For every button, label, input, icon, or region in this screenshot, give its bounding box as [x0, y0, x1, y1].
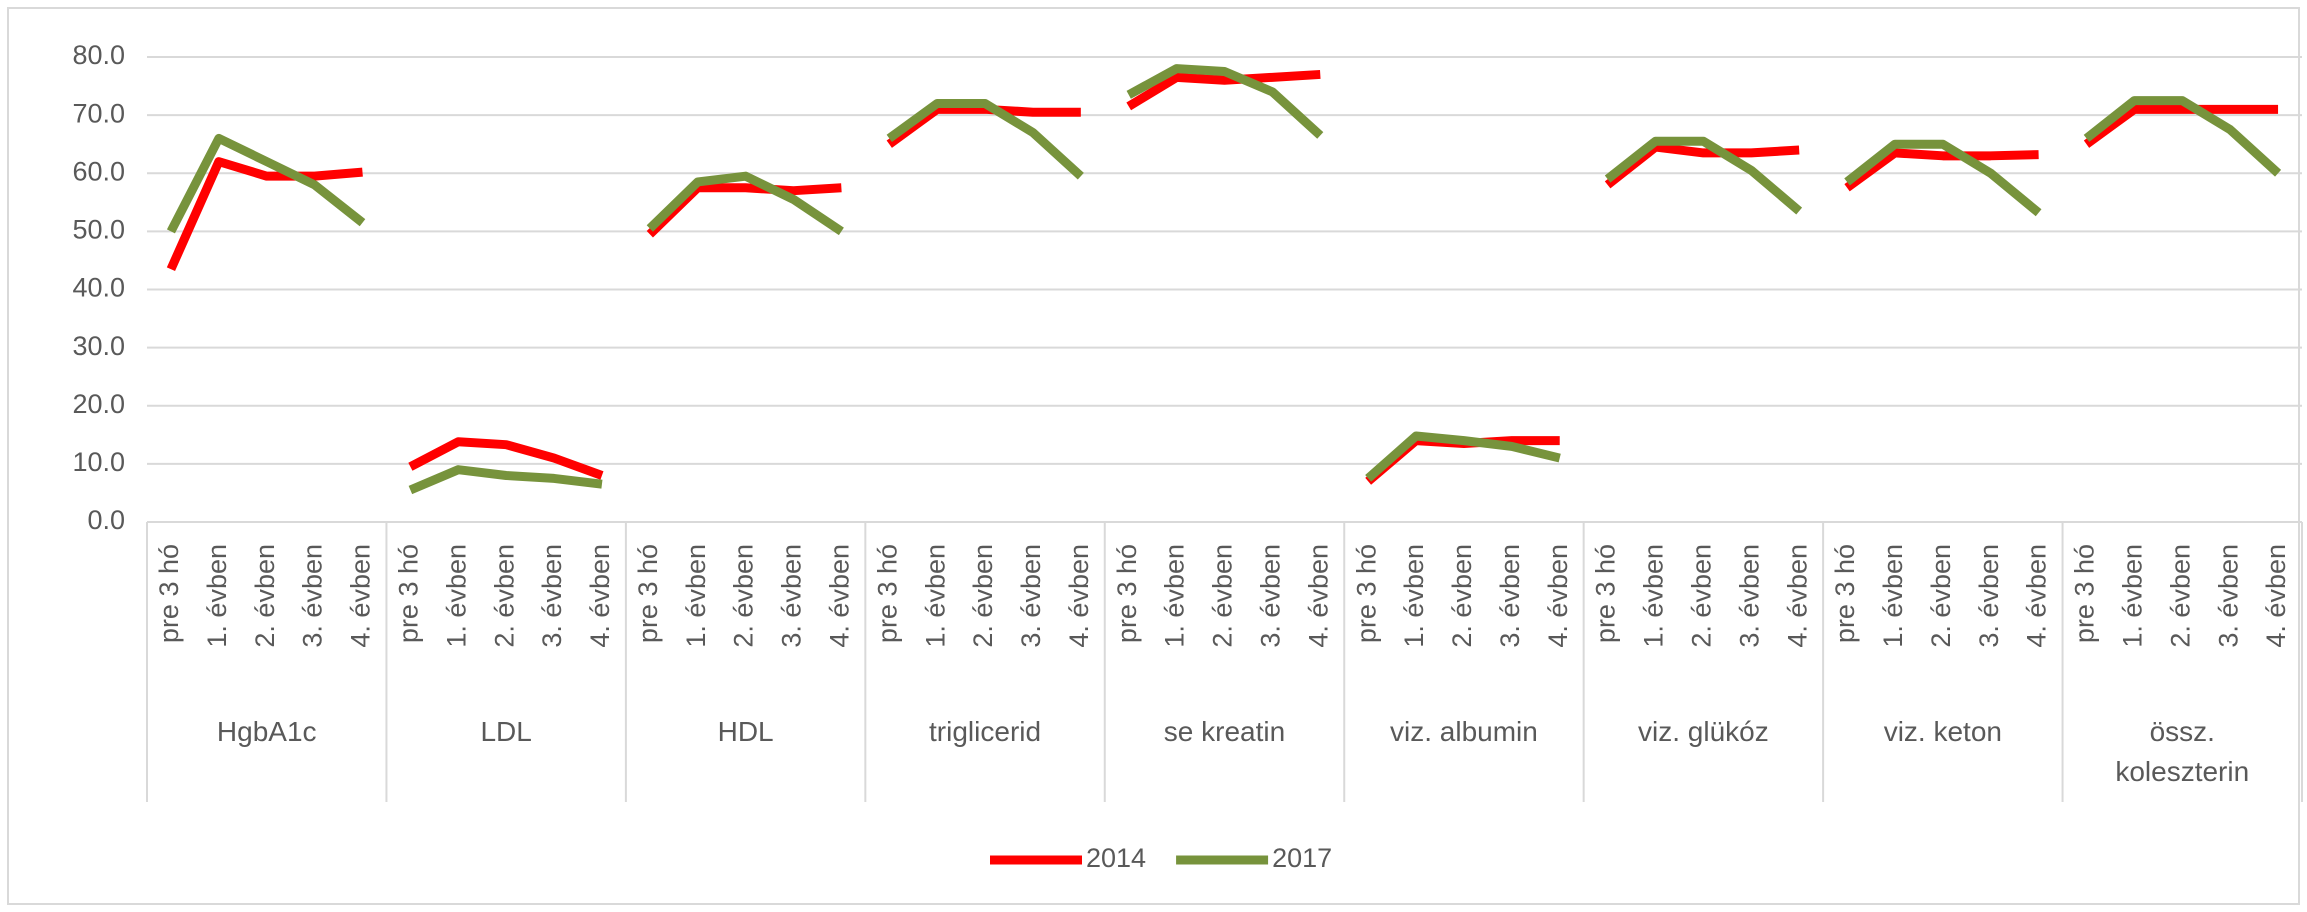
x-tick-label: 2. évben	[1447, 544, 1477, 648]
x-tick-label: 4. évben	[585, 544, 615, 648]
x-tick-label: 3. évben	[1495, 544, 1525, 648]
x-tick-label: 1. évben	[1878, 544, 1908, 648]
series-line	[886, 99, 1084, 180]
x-tick-label: 4. évben	[346, 544, 376, 648]
series-line	[1844, 148, 2039, 192]
series-line	[166, 133, 366, 234]
x-tick-label: 2. évben	[1687, 544, 1717, 648]
x-tick-label: 4. évben	[825, 544, 855, 648]
x-tick-label: 4. évben	[1064, 544, 1094, 648]
y-tick-label: 10.0	[72, 447, 125, 477]
x-tick-label: 2. évben	[489, 544, 519, 648]
x-tick-label: 3. évben	[537, 544, 567, 648]
series-line	[1365, 431, 1561, 482]
x-tick-label: 2. évben	[1926, 544, 1956, 648]
group-label: triglicerid	[929, 716, 1042, 747]
series-line	[408, 465, 603, 495]
x-tick-label: pre 3 hó	[633, 544, 663, 643]
x-tick-label: 3. évben	[1016, 544, 1046, 648]
x-tick-label: 1. évben	[681, 544, 711, 648]
group-label: se kreatin	[1163, 716, 1286, 747]
group-label: viz. glükóz	[1638, 716, 1769, 747]
x-tick-label: pre 3 hó	[154, 544, 184, 643]
y-tick-label: 40.0	[72, 273, 125, 303]
group-label: LDL	[480, 716, 532, 747]
y-tick-label: 80.0	[72, 40, 125, 70]
x-tick-label: 3. évben	[2213, 544, 2243, 648]
x-tick-label: 1. évben	[2118, 544, 2148, 648]
series-line	[408, 437, 604, 480]
x-tick-label: 3. évben	[1256, 544, 1286, 648]
group-label: HgbA1c	[216, 716, 317, 747]
y-tick-label: 60.0	[72, 156, 125, 186]
x-tick-label: 1. évben	[1639, 544, 1669, 648]
x-tick-label: 4. évben	[1303, 544, 1333, 648]
legend-label: 2017	[1272, 843, 1332, 873]
x-tick-label: 2. évben	[250, 544, 280, 648]
x-tick-label: pre 3 hó	[1591, 544, 1621, 643]
x-tick-label: 3. évben	[1974, 544, 2004, 648]
x-tick-label: pre 3 hó	[1112, 544, 1142, 643]
series-line	[646, 171, 844, 236]
group-label: viz. keton	[1883, 716, 2002, 747]
x-tick-label: pre 3 hó	[394, 544, 424, 643]
series-line	[2083, 96, 2282, 177]
group-label: HDL	[717, 716, 774, 747]
x-tick-label: pre 3 hó	[2070, 544, 2100, 643]
group-label: viz. albumin	[1390, 716, 1538, 747]
y-tick-label: 0.0	[87, 505, 125, 535]
x-tick-label: 2. évben	[968, 544, 998, 648]
series-line	[2083, 104, 2279, 148]
x-tick-label: 1. évben	[202, 544, 232, 648]
x-tick-label: 4. évben	[1782, 544, 1812, 648]
x-tick-label: pre 3 hó	[1830, 544, 1860, 643]
y-tick-label: 30.0	[72, 331, 125, 361]
chart-border	[7, 7, 2300, 905]
x-tick-label: 4. évben	[1543, 544, 1573, 648]
x-tick-label: 4. évben	[2022, 544, 2052, 648]
x-tick-label: pre 3 hó	[1351, 544, 1381, 643]
x-tick-label: 4. évben	[2261, 544, 2291, 648]
x-tick-label: 3. évben	[777, 544, 807, 648]
group-label: össz. koleszterin	[2115, 716, 2250, 787]
series-line	[1126, 69, 1321, 111]
x-tick-label: 3. évben	[298, 544, 328, 648]
x-tick-label: 2. évben	[2165, 544, 2195, 648]
series-line	[1604, 142, 1800, 189]
x-tick-label: 1. évben	[1399, 544, 1429, 648]
y-tick-label: 50.0	[72, 215, 125, 245]
x-tick-label: 2. évben	[1208, 544, 1238, 648]
x-tick-label: 3. évben	[1734, 544, 1764, 648]
series-line	[886, 104, 1081, 148]
x-tick-label: pre 3 hó	[872, 544, 902, 643]
series-line	[1844, 139, 2042, 217]
legend-label: 2014	[1086, 843, 1146, 873]
x-tick-label: 1. évben	[1160, 544, 1190, 648]
x-tick-label: 2. évben	[729, 544, 759, 648]
series-line	[1126, 64, 1324, 139]
series-line	[1604, 136, 1803, 215]
x-tick-label: 1. évben	[920, 544, 950, 648]
x-tick-label: 1. évben	[441, 544, 471, 648]
series-line	[166, 157, 363, 271]
y-tick-label: 70.0	[72, 98, 125, 128]
y-tick-label: 20.0	[72, 389, 125, 419]
